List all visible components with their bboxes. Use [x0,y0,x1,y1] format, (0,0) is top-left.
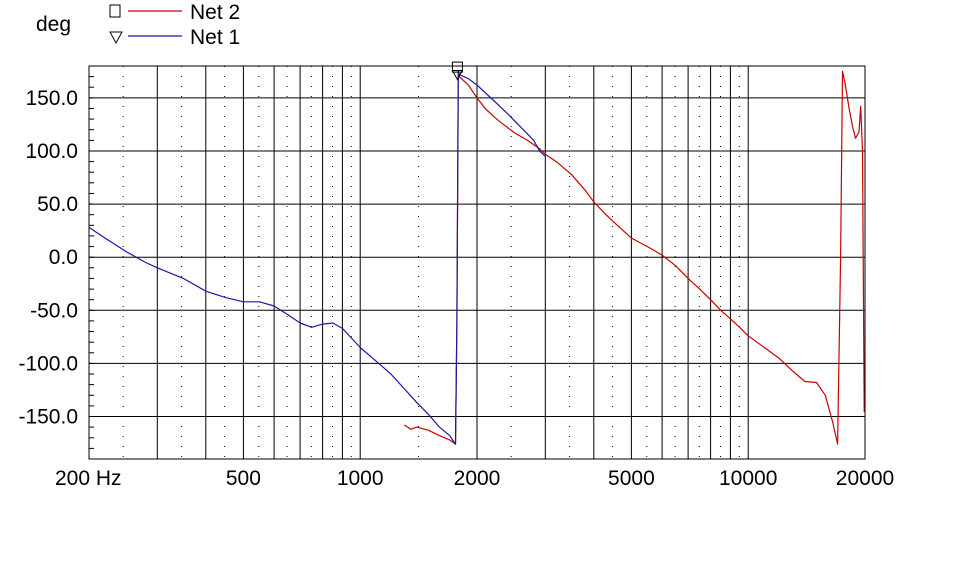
legend-marker-triangle [109,31,123,45]
plot-area-frame [88,65,866,460]
y-tick-label: 150.0 [25,87,78,110]
y-axis-tick-labels: 150.0 100.0 50.0 0.0 -50.0 -100.0 -150.0 [18,87,78,429]
x-tick-label: 500 [226,467,261,490]
y-tick-label: 100.0 [25,140,78,163]
x-tick-label: 20000 [836,467,894,490]
legend-marker-square [109,4,121,18]
legend-label: Net 2 [190,1,240,24]
x-axis-tick-labels: 200 Hz 500 1000 2000 5000 10000 20000 [55,467,894,490]
x-tick-label: 5000 [608,467,655,490]
x-tick-label: 10000 [719,467,777,490]
y-tick-label: -50.0 [30,299,78,322]
y-tick-label: 0.0 [49,246,78,269]
series-line-net-1 [88,70,546,445]
series-marker-square [451,61,463,73]
legend-label: Net 1 [190,26,240,49]
x-tick-label: 1000 [337,467,384,490]
x-tick-label: 200 Hz [55,467,122,490]
y-axis-unit-label: deg [36,13,71,36]
y-tick-label: -150.0 [18,406,78,429]
series-marker-triangle [451,70,464,81]
grid-lines [89,65,865,459]
y-tick-label: 50.0 [37,193,78,216]
series-markers [451,61,464,81]
x-tick-label: 2000 [454,467,501,490]
y-tick-label: -100.0 [18,352,78,375]
